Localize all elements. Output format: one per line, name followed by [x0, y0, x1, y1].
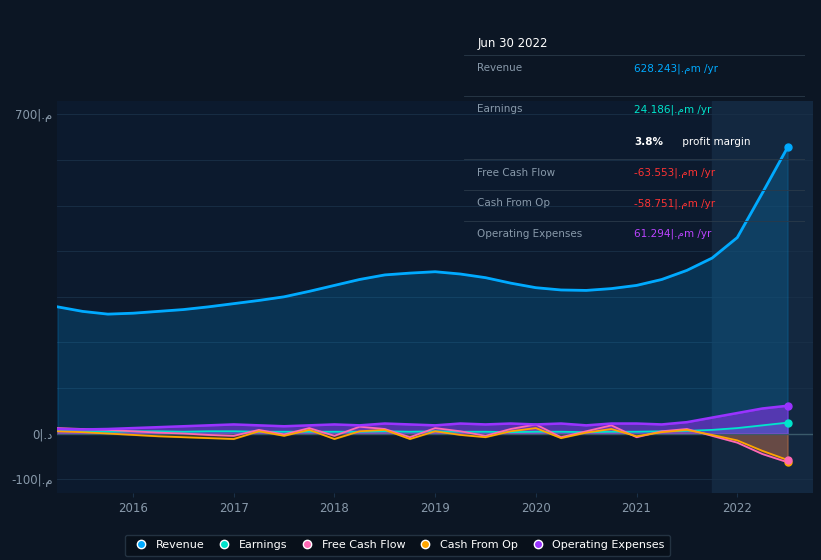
Text: Earnings: Earnings	[478, 104, 523, 114]
Text: Jun 30 2022: Jun 30 2022	[478, 37, 548, 50]
Text: Operating Expenses: Operating Expenses	[478, 229, 583, 239]
Text: Free Cash Flow: Free Cash Flow	[478, 167, 556, 178]
Text: Revenue: Revenue	[478, 63, 523, 73]
Text: Cash From Op: Cash From Op	[478, 198, 551, 208]
Text: 24.186|.مm /yr: 24.186|.مm /yr	[635, 104, 712, 115]
Legend: Revenue, Earnings, Free Cash Flow, Cash From Op, Operating Expenses: Revenue, Earnings, Free Cash Flow, Cash …	[125, 535, 670, 556]
Bar	[712, 101, 813, 493]
Text: 628.243|.مm /yr: 628.243|.مm /yr	[635, 63, 718, 74]
Text: profit margin: profit margin	[678, 137, 750, 147]
Text: 3.8%: 3.8%	[635, 137, 663, 147]
Text: -63.553|.مm /yr: -63.553|.مm /yr	[635, 167, 715, 178]
Text: -58.751|.مm /yr: -58.751|.مm /yr	[635, 198, 715, 209]
Text: 61.294|.مm /yr: 61.294|.مm /yr	[635, 229, 712, 239]
